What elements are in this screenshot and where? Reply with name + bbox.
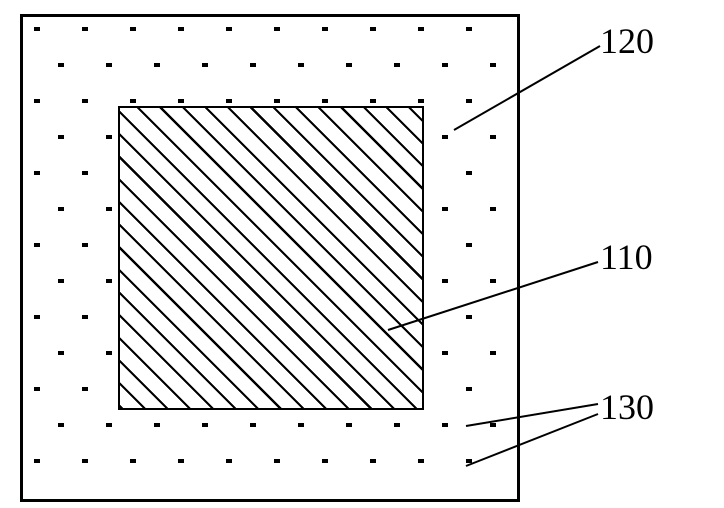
dot-130: [442, 135, 448, 139]
label-110: 110: [600, 236, 653, 278]
figure-canvas: 120 110 130: [0, 0, 724, 508]
inner-region-110: [118, 106, 424, 410]
dot-130: [130, 459, 136, 463]
dot-130: [58, 351, 64, 355]
dot-130: [490, 423, 496, 427]
dot-130: [490, 135, 496, 139]
dot-130: [466, 27, 472, 31]
dot-130: [298, 423, 304, 427]
dot-130: [106, 63, 112, 67]
dot-130: [322, 99, 328, 103]
dot-130: [106, 207, 112, 211]
dot-130: [58, 279, 64, 283]
dot-130: [346, 423, 352, 427]
dot-130: [82, 99, 88, 103]
dot-130: [34, 171, 40, 175]
dot-130: [442, 423, 448, 427]
dot-130: [202, 63, 208, 67]
dot-130: [250, 63, 256, 67]
dot-130: [82, 243, 88, 247]
dot-130: [34, 315, 40, 319]
dot-130: [346, 63, 352, 67]
dot-130: [34, 99, 40, 103]
dot-130: [106, 351, 112, 355]
dot-130: [58, 423, 64, 427]
dot-130: [418, 27, 424, 31]
dot-130: [322, 27, 328, 31]
dot-130: [34, 27, 40, 31]
dot-130: [298, 63, 304, 67]
dot-130: [226, 459, 232, 463]
dot-130: [82, 171, 88, 175]
dot-130: [154, 423, 160, 427]
dot-130: [394, 63, 400, 67]
dot-130: [442, 351, 448, 355]
dot-130: [82, 459, 88, 463]
dot-130: [274, 99, 280, 103]
dot-130: [178, 99, 184, 103]
dot-130: [58, 135, 64, 139]
dot-130: [82, 315, 88, 319]
dot-130: [490, 63, 496, 67]
dot-130: [154, 63, 160, 67]
dot-130: [58, 63, 64, 67]
dot-130: [82, 27, 88, 31]
dot-130: [370, 27, 376, 31]
dot-130: [442, 279, 448, 283]
dot-130: [466, 99, 472, 103]
dot-130: [394, 423, 400, 427]
dot-130: [106, 279, 112, 283]
dot-130: [106, 135, 112, 139]
dot-130: [130, 27, 136, 31]
dot-130: [250, 423, 256, 427]
dot-130: [130, 99, 136, 103]
dot-130: [418, 459, 424, 463]
dot-130: [34, 243, 40, 247]
label-120: 120: [600, 20, 654, 62]
dot-130: [34, 459, 40, 463]
dot-130: [58, 207, 64, 211]
dot-130: [466, 243, 472, 247]
dot-130: [490, 351, 496, 355]
dot-130: [106, 423, 112, 427]
dot-130: [178, 459, 184, 463]
dot-130: [466, 315, 472, 319]
dot-130: [226, 27, 232, 31]
dot-130: [370, 459, 376, 463]
dot-130: [442, 63, 448, 67]
dot-130: [490, 279, 496, 283]
dot-130: [466, 459, 472, 463]
dot-130: [418, 99, 424, 103]
dot-130: [466, 387, 472, 391]
dot-130: [34, 387, 40, 391]
label-130: 130: [600, 386, 654, 428]
dot-130: [202, 423, 208, 427]
dot-130: [178, 27, 184, 31]
dot-130: [442, 207, 448, 211]
dot-130: [274, 27, 280, 31]
dot-130: [82, 387, 88, 391]
dot-130: [322, 459, 328, 463]
dot-130: [466, 171, 472, 175]
dot-130: [370, 99, 376, 103]
dot-130: [274, 459, 280, 463]
dot-130: [226, 99, 232, 103]
dot-130: [490, 207, 496, 211]
